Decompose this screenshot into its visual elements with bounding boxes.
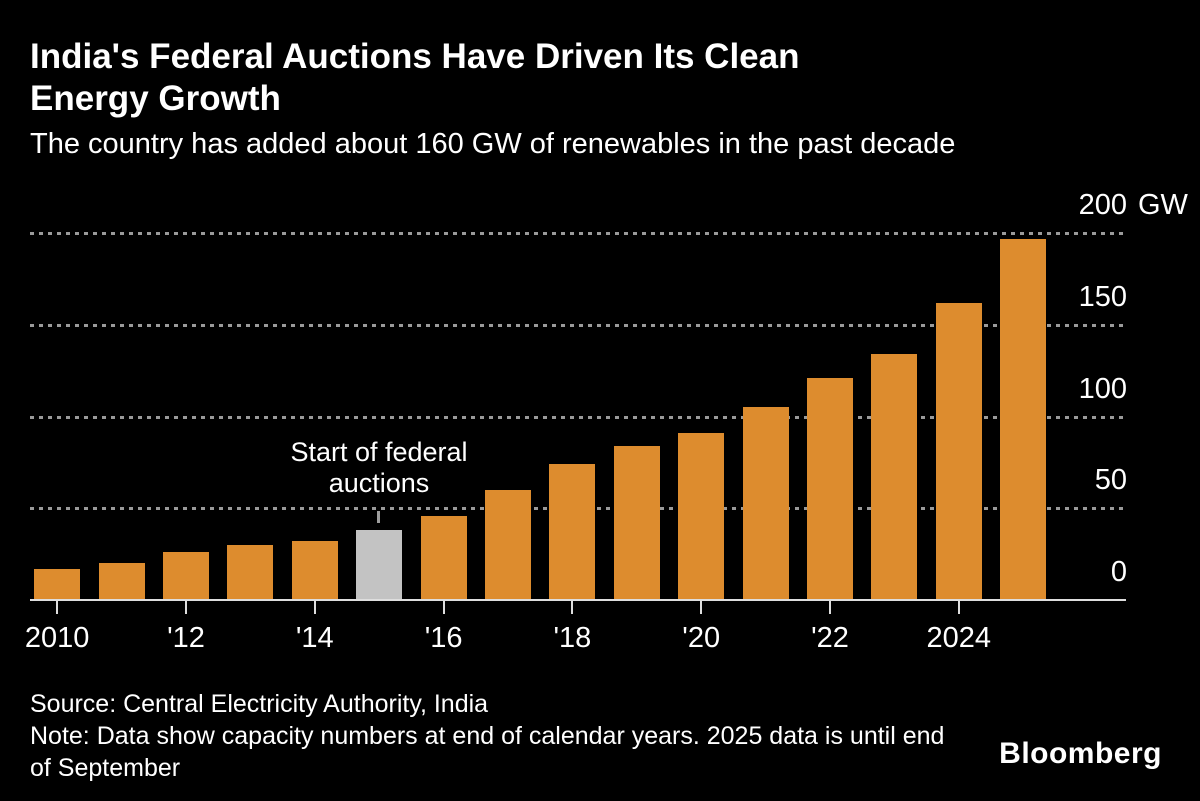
bar-2025 bbox=[1000, 238, 1047, 600]
x-axis-label-2016: '16 bbox=[424, 622, 463, 654]
y-axis-label-50: 50 bbox=[1094, 464, 1127, 497]
bar-2024 bbox=[935, 302, 982, 600]
x-axis-label-2012: '12 bbox=[167, 622, 205, 654]
x-axis-label-2010: 2010 bbox=[24, 622, 90, 654]
y-axis-label-0: 0 bbox=[1110, 556, 1127, 588]
x-axis-tick-2018 bbox=[571, 601, 574, 614]
bar-2013 bbox=[227, 544, 274, 600]
y-axis-label-100: 100 bbox=[1078, 372, 1127, 405]
x-axis-label-2024: 2024 bbox=[926, 622, 992, 654]
chart-title: India's Federal Auctions Have Driven Its… bbox=[30, 36, 1070, 120]
x-axis-label-2018: '18 bbox=[553, 622, 592, 654]
bar-2019 bbox=[613, 445, 660, 600]
bar-2014 bbox=[291, 541, 338, 600]
data-note: Note: Data show capacity numbers at end … bbox=[30, 722, 945, 782]
bar-2012 bbox=[163, 552, 209, 600]
y-axis-label-200: 200 bbox=[1078, 189, 1127, 222]
chart-subtitle: The country has added about 160 GW of re… bbox=[30, 128, 956, 160]
y-axis-label-150: 150 bbox=[1078, 280, 1127, 313]
bar-2023 bbox=[871, 354, 918, 600]
gridline-150 bbox=[30, 323, 1126, 327]
bar-2022 bbox=[807, 378, 853, 600]
bar-2021 bbox=[742, 407, 789, 600]
bar-2018 bbox=[549, 464, 596, 600]
chart-title-line-2: Energy Growth bbox=[30, 79, 281, 118]
chart-title-line-1: India's Federal Auctions Have Driven Its… bbox=[30, 37, 800, 76]
x-axis-label-2020: '20 bbox=[682, 622, 721, 654]
x-axis-tick-2012 bbox=[185, 601, 187, 614]
bar-2015 bbox=[356, 530, 403, 600]
bloomberg-logo: Bloomberg bbox=[999, 737, 1162, 770]
x-axis-tick-2024 bbox=[957, 601, 960, 614]
chart-header: India's Federal Auctions Have Driven Its… bbox=[30, 36, 1070, 161]
x-axis-tick-2020 bbox=[700, 601, 703, 614]
x-axis-tick-2014 bbox=[313, 601, 316, 614]
x-axis-label-2022: '22 bbox=[811, 622, 849, 654]
x-axis-line bbox=[30, 599, 1126, 601]
x-axis-tick-2010 bbox=[56, 601, 59, 614]
y-axis-unit-label: GW bbox=[1138, 189, 1188, 222]
annotation-pointer bbox=[377, 511, 380, 523]
bar-2020 bbox=[678, 433, 725, 600]
gridline-100 bbox=[30, 415, 1126, 419]
x-axis-tick-2016 bbox=[442, 601, 445, 614]
x-axis-tick-2022 bbox=[829, 601, 831, 614]
x-axis-label-2014: '14 bbox=[295, 622, 334, 654]
bar-2011 bbox=[98, 563, 145, 600]
source-note: Source: Central Electricity Authority, I… bbox=[30, 690, 489, 718]
annotation-label: Start of federal auctions bbox=[290, 437, 468, 498]
bar-2017 bbox=[485, 489, 531, 600]
bar-2010 bbox=[34, 568, 81, 600]
gridline-200 bbox=[30, 232, 1126, 236]
bar-2016 bbox=[420, 515, 467, 600]
footer: Source: Central Electricity Authority, I… bbox=[30, 688, 950, 784]
